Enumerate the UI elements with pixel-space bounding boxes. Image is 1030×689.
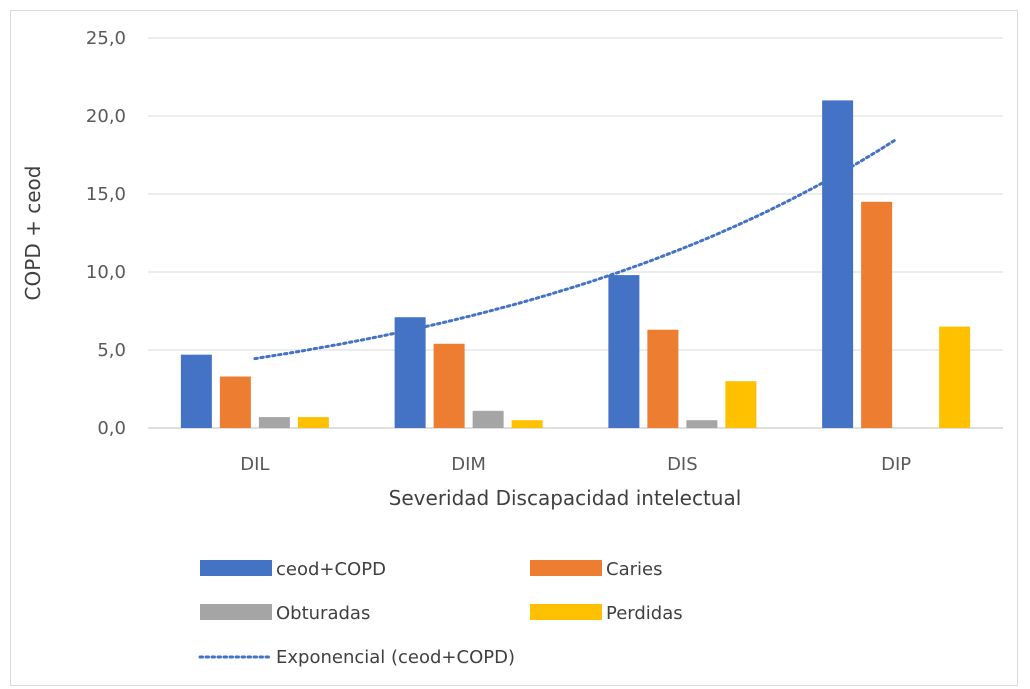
bar-ceod-copd-dim [394,317,426,428]
x-axis-title: Severidad Discapacidad intelectual [389,486,742,510]
bar-caries-dis [647,329,679,428]
bar-caries-dim [433,343,465,428]
legend-swatch-obturadas [200,604,272,620]
legend-swatch-perdidas [530,604,602,620]
legend-label-trendline: Exponencial (ceod+COPD) [276,647,515,668]
y-tick-labels: 0,0 5,0 10,0 15,0 20,0 25,0 [86,28,126,439]
bar-ceod-copd-dip [822,100,854,429]
legend-label-perdidas: Perdidas [606,603,683,624]
y-tick-label: 10,0 [86,262,126,283]
legend-label-caries: Caries [606,559,662,580]
bar-obturadas-dil [258,417,290,428]
bar-ceod-copd-dis [608,275,640,428]
x-tick-label: DIS [667,454,698,475]
x-tick-label: DIL [240,454,269,475]
bar-ceod-copd-dil [180,354,212,428]
bars [180,100,971,429]
y-tick-label: 25,0 [86,28,126,49]
bar-caries-dip [861,201,893,428]
bar-perdidas-dip [939,326,971,428]
legend-swatch-caries [530,560,602,576]
gridlines [148,37,1003,429]
x-tick-label: DIP [881,454,911,475]
y-tick-label: 20,0 [86,106,126,127]
y-axis-title: COPD + ceod [21,166,45,301]
bar-perdidas-dim [511,420,543,428]
y-tick-label: 0,0 [97,418,126,439]
x-tick-label: DIM [451,454,486,475]
legend-label-obturadas: Obturadas [276,603,370,624]
trendline [253,137,898,361]
legend-swatch-ceod-copd [200,560,272,576]
y-tick-label: 5,0 [97,340,126,361]
legend: ceod+COPD Caries Obturadas Perdidas Exponenc… [198,559,683,668]
bar-perdidas-dis [725,381,757,428]
legend-label-ceod-copd: ceod+COPD [276,559,386,580]
bar-perdidas-dil [297,417,329,428]
bar-obturadas-dim [472,410,504,428]
trendline-group [253,137,898,361]
chart-frame [10,10,1018,686]
y-tick-label: 15,0 [86,184,126,205]
x-tick-labels: DIL DIM DIS DIP [240,454,911,475]
bar-obturadas-dis [686,420,718,428]
bar-caries-dil [219,376,251,428]
